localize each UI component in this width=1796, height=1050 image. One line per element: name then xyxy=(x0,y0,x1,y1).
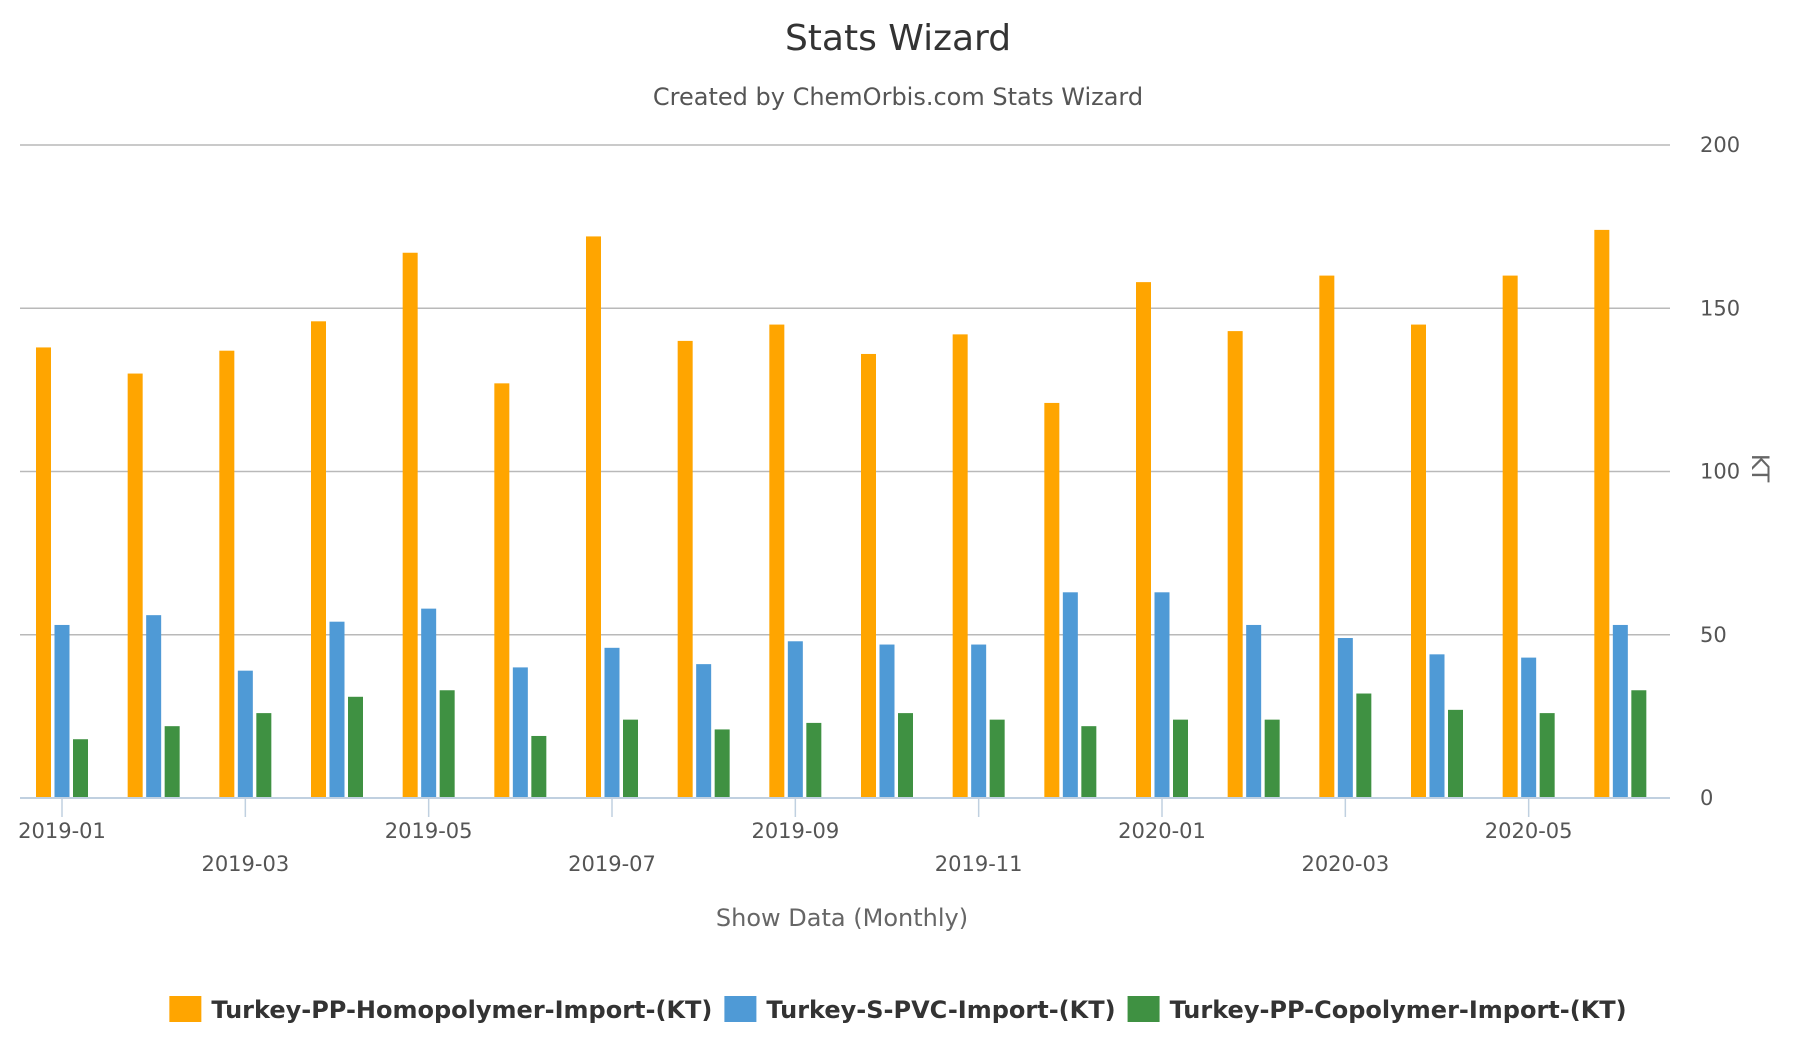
bar[interactable] xyxy=(1612,624,1628,798)
bar[interactable] xyxy=(714,729,730,798)
legend-swatch xyxy=(169,996,202,1022)
bar[interactable] xyxy=(256,713,272,798)
bar[interactable] xyxy=(1062,592,1078,798)
x-tick-label: 2019-05 xyxy=(385,819,473,843)
bar[interactable] xyxy=(348,696,363,798)
plot-area xyxy=(36,229,1647,799)
x-tick-label: 2020-01 xyxy=(1118,819,1206,843)
bar[interactable] xyxy=(494,383,510,798)
bar[interactable] xyxy=(54,624,70,798)
chart-title: Stats Wizard xyxy=(785,18,1011,59)
bar[interactable] xyxy=(1081,726,1097,798)
legend-swatch xyxy=(724,996,757,1022)
y-tick-label: 0 xyxy=(1700,786,1713,810)
bar[interactable] xyxy=(1631,690,1647,798)
bar[interactable] xyxy=(1356,693,1372,798)
grid-lines xyxy=(20,144,1670,636)
bar[interactable] xyxy=(164,726,180,798)
bar[interactable] xyxy=(677,340,693,798)
y-tick-label: 200 xyxy=(1700,133,1740,157)
x-tick-label: 2019-03 xyxy=(201,852,289,876)
bar[interactable] xyxy=(1411,324,1426,798)
bar[interactable] xyxy=(898,713,913,798)
bar[interactable] xyxy=(531,735,547,798)
bar[interactable] xyxy=(329,621,345,798)
bar[interactable] xyxy=(219,350,235,798)
bar[interactable] xyxy=(1319,275,1335,799)
x-tick-label: 2019-11 xyxy=(935,852,1023,876)
y-tick-label: 150 xyxy=(1700,296,1740,320)
bar[interactable] xyxy=(127,373,143,798)
x-tick-label: 2020-03 xyxy=(1301,852,1389,876)
x-tick-label: 2019-07 xyxy=(568,852,656,876)
bar[interactable] xyxy=(879,644,895,798)
bar[interactable] xyxy=(1521,657,1537,798)
bar[interactable] xyxy=(971,644,987,798)
bar[interactable] xyxy=(1264,719,1280,798)
legend-label: Turkey-PP-Homopolymer-Import-(KT) xyxy=(211,996,712,1024)
bar[interactable] xyxy=(402,252,418,798)
legend-swatch xyxy=(1127,996,1160,1022)
legend-item[interactable]: Turkey-PP-Homopolymer-Import-(KT) xyxy=(169,996,712,1024)
bar[interactable] xyxy=(36,347,51,798)
bar[interactable] xyxy=(1502,275,1518,799)
bar[interactable] xyxy=(1594,229,1610,798)
legend-label: Turkey-S-PVC-Import-(KT) xyxy=(766,996,1115,1024)
bar[interactable] xyxy=(439,690,455,798)
x-axis-title: Show Data (Monthly) xyxy=(716,904,968,932)
bar[interactable] xyxy=(787,641,803,798)
bar[interactable] xyxy=(861,353,876,798)
bar[interactable] xyxy=(1136,282,1151,798)
x-tick-label: 2020-05 xyxy=(1485,819,1573,843)
bar[interactable] xyxy=(512,667,528,798)
bar[interactable] xyxy=(952,334,968,798)
legend[interactable]: Turkey-PP-Homopolymer-Import-(KT) Turkey-… xyxy=(169,996,1627,1024)
bar[interactable] xyxy=(1227,331,1243,798)
legend-item[interactable]: Turkey-PP-Copolymer-Import-(KT) xyxy=(1127,996,1627,1024)
legend-label: Turkey-PP-Copolymer-Import-(KT) xyxy=(1170,996,1627,1024)
y-tick-label: 100 xyxy=(1700,460,1740,484)
bar[interactable] xyxy=(696,664,712,798)
bar[interactable] xyxy=(806,722,822,798)
x-tick-label: 2019-01 xyxy=(18,819,106,843)
y-axis-title: KT xyxy=(1746,454,1774,483)
chart-subtitle: Created by ChemOrbis.com Stats Wizard xyxy=(653,83,1143,111)
bar[interactable] xyxy=(73,739,88,798)
bar[interactable] xyxy=(1173,719,1188,798)
bar[interactable] xyxy=(146,615,162,798)
bar[interactable] xyxy=(1448,709,1463,798)
bar[interactable] xyxy=(604,647,620,798)
bar[interactable] xyxy=(1429,654,1445,798)
bar[interactable] xyxy=(237,670,253,798)
bar[interactable] xyxy=(1539,713,1555,798)
bar[interactable] xyxy=(1154,592,1170,798)
legend-item[interactable]: Turkey-S-PVC-Import-(KT) xyxy=(724,996,1116,1024)
bar[interactable] xyxy=(421,608,437,798)
bar[interactable] xyxy=(769,324,785,798)
y-tick-label: 50 xyxy=(1700,623,1727,647)
bar[interactable] xyxy=(1246,624,1262,798)
bar[interactable] xyxy=(989,719,1005,798)
y-axis: 0 50 100 150 200 xyxy=(1700,133,1740,810)
x-tick-label: 2019-09 xyxy=(751,819,839,843)
bar[interactable] xyxy=(1044,402,1060,798)
bar[interactable] xyxy=(1337,638,1353,798)
bar[interactable] xyxy=(586,236,601,799)
bar[interactable] xyxy=(311,321,326,798)
x-axis: 2019-01 2019-03 2019-05 2019-07 2019-09 2019-… xyxy=(18,797,1670,876)
bar[interactable] xyxy=(623,719,638,798)
